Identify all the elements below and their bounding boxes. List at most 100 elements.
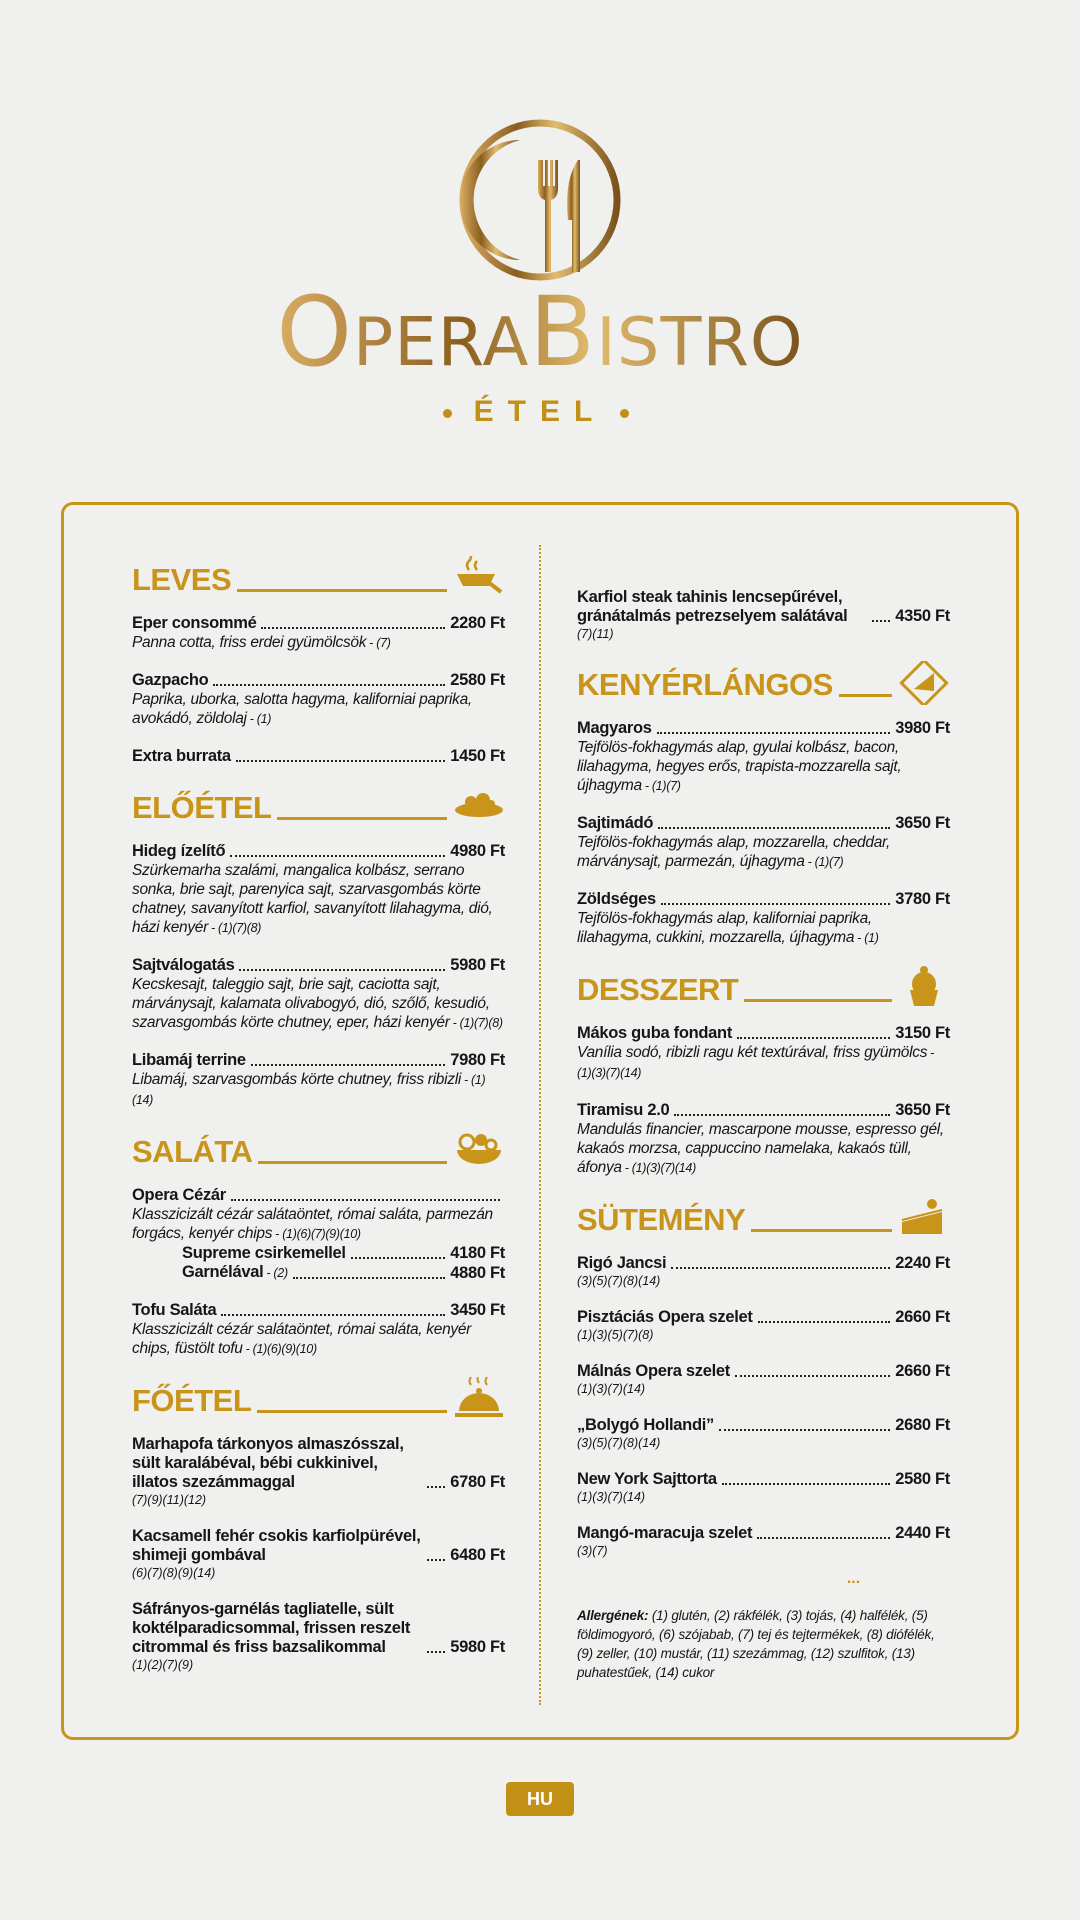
item-price: 2580 Ft xyxy=(895,1470,950,1488)
menu-item: Sáfrányos-garnélás tagliatelle, sült kok… xyxy=(132,1600,505,1674)
item-name: Tofu Saláta xyxy=(132,1301,217,1319)
heading-rule xyxy=(258,1161,447,1164)
item-allergens: - (1)(7) xyxy=(644,779,681,793)
description-text: Tejfölös-fokhagymás alap, mozzarella, ch… xyxy=(577,834,891,870)
section-title: SÜTEMÉNY xyxy=(577,1202,746,1237)
item-description: Kecskesajt, taleggio sajt, brie sajt, ca… xyxy=(132,975,505,1033)
menu-item: Sajtimádó 3650 Ft Tejfölös-fokhagymás alap… xyxy=(577,814,950,872)
heading-rule xyxy=(751,1229,892,1232)
item-allergens: - (1)(7)(8) xyxy=(452,1016,503,1030)
description-text: Klasszicizált cézár salátaöntet, római s… xyxy=(132,1206,493,1242)
dot-leader xyxy=(658,827,891,829)
section-heading: FŐÉTEL xyxy=(132,1377,505,1421)
item-description: Libamáj, szarvasgombás körte chutney, fr… xyxy=(132,1070,505,1110)
logo: OperaBistro xyxy=(276,119,803,388)
item-header: Zöldséges 3780 Ft xyxy=(577,890,950,909)
dot-leader xyxy=(872,620,891,622)
item-price: 5980 Ft xyxy=(450,956,505,974)
dot-leader xyxy=(427,1559,446,1561)
item-price: 3980 Ft xyxy=(895,719,950,737)
section-title: ELŐÉTEL xyxy=(132,790,272,825)
menu-item: Magyaros 3980 Ft Tejfölös-fokhagymás alap,… xyxy=(577,719,950,796)
item-price: 2580 Ft xyxy=(450,671,505,689)
menu-item: Pisztáciás Opera szelet 2660 Ft (1)(3)(5)(… xyxy=(577,1308,950,1344)
dot xyxy=(442,408,452,418)
item-name: New York Sajttorta xyxy=(577,1470,717,1488)
item-name: Kacsamell fehér csokis karfiolpürével, s… xyxy=(132,1527,421,1564)
language-button[interactable]: HU xyxy=(506,1782,574,1816)
menu-item: Opera Cézár Klasszicizált cézár salátaönt… xyxy=(132,1186,505,1283)
item-price: 4180 Ft xyxy=(450,1244,505,1262)
item-name: Málnás Opera szelet xyxy=(577,1362,730,1380)
description-text: Tejfölös-fokhagymás alap, gyulai kolbász… xyxy=(577,739,902,794)
menu-item: Tofu Saláta 3450 Ft Klasszicizált cézár sa… xyxy=(132,1301,505,1359)
item-allergens: (1)(2)(7)(9) xyxy=(132,1658,194,1672)
item-price: 4350 Ft xyxy=(895,607,950,625)
item-description: Panna cotta, friss erdei gyümölcsök - (7) xyxy=(132,633,505,653)
item-name: Rigó Jancsi xyxy=(577,1254,667,1272)
menu-item: Sajtválogatás 5980 Ft Kecskesajt, taleggio… xyxy=(132,956,505,1033)
description-text: Klasszicizált cézár salátaöntet, római s… xyxy=(132,1321,472,1357)
item-name: Karfiol steak tahinis lencsepűrével, grá… xyxy=(577,588,848,625)
item-price: 2440 Ft xyxy=(895,1524,950,1542)
description-text: Libamáj, szarvasgombás körte chutney, fr… xyxy=(132,1071,461,1088)
item-header: Eper consommé 2280 Ft xyxy=(132,614,505,633)
menu-item: Rigó Jancsi 2240 Ft (3)(5)(7)(8)(14) xyxy=(577,1254,950,1290)
item-header: Sajtválogatás 5980 Ft xyxy=(132,956,505,975)
dot-leader xyxy=(721,1483,891,1485)
item-name: Garnélával - (2) xyxy=(182,1263,288,1281)
item-price: 2660 Ft xyxy=(895,1308,950,1326)
item-allergens: - (2) xyxy=(266,1266,288,1280)
item-allergens: - (1)(6)(7)(9)(10) xyxy=(275,1227,361,1241)
menu-item: Tiramisu 2.0 3650 Ft Mandulás financier, m… xyxy=(577,1101,950,1178)
allergen-list: (1) glutén, (2) rákfélék, (3) tojás, (4)… xyxy=(577,1608,935,1680)
item-header: Marhapofa tárkonyos almaszósszal, sült k… xyxy=(132,1435,505,1492)
dot-leader xyxy=(427,1651,446,1653)
menu-item: Extra burrata 1450 Ft xyxy=(132,747,505,766)
item-description: Tejfölös-fokhagymás alap, gyulai kolbász… xyxy=(577,738,950,796)
item-header: Libamáj terrine 7980 Ft xyxy=(132,1051,505,1070)
dot-leader xyxy=(230,1199,500,1201)
item-header: Tofu Saláta 3450 Ft xyxy=(132,1301,505,1320)
description-text: Tejfölös-fokhagymás alap, kaliforniai pa… xyxy=(577,910,872,946)
section-title: LEVES xyxy=(132,562,232,597)
item-allergens: (3)(7) xyxy=(577,1544,608,1558)
item-price: 2680 Ft xyxy=(895,1416,950,1434)
item-description: Tejfölös-fokhagymás alap, mozzarella, ch… xyxy=(577,833,950,872)
dot-leader xyxy=(718,1429,891,1431)
item-name: Tiramisu 2.0 xyxy=(577,1101,670,1119)
logo-text: OperaBistro xyxy=(276,276,803,388)
item-allergens: - (1)(7)(8) xyxy=(210,921,262,935)
item-description: Vanília sodó, ribizli ragu két textúráva… xyxy=(577,1043,950,1083)
item-price: 1450 Ft xyxy=(450,747,505,765)
dot-leader xyxy=(674,1114,891,1116)
section-heading: ELŐÉTEL xyxy=(132,784,505,828)
section-title: SALÁTA xyxy=(132,1134,253,1169)
item-price: 4980 Ft xyxy=(450,842,505,860)
item-allergens: - (1) xyxy=(857,931,879,945)
subtitle-text: ÉTEL xyxy=(473,395,607,428)
menu-item: Eper consommé 2280 Ft Panna cotta, friss e… xyxy=(132,614,505,653)
description-text: Vanília sodó, ribizli ragu két textúráva… xyxy=(577,1044,928,1061)
item-price: 6780 Ft xyxy=(450,1473,505,1491)
dot-leader xyxy=(221,1314,446,1316)
item-header: Rigó Jancsi 2240 Ft xyxy=(577,1254,950,1273)
item-allergens: - (1)(7) xyxy=(807,855,844,869)
item-name: „Bolygó Hollandi” xyxy=(577,1416,714,1434)
item-price: 3650 Ft xyxy=(895,814,950,832)
item-price: 3150 Ft xyxy=(895,1024,950,1042)
item-name: Extra burrata xyxy=(132,747,231,765)
menu-item: „Bolygó Hollandi” 2680 Ft (3)(5)(7)(8)(14) xyxy=(577,1416,950,1452)
item-allergens: (3)(5)(7)(8)(14) xyxy=(577,1274,661,1288)
item-header: Mangó-maracuja szelet 2440 Ft xyxy=(577,1524,950,1543)
dot-leader xyxy=(230,855,446,857)
dot-leader xyxy=(757,1321,891,1323)
dot-leader xyxy=(239,969,446,971)
allergen-note: Allergének: (1) glutén, (2) rákfélék, (3… xyxy=(577,1606,950,1682)
item-header: Extra burrata 1450 Ft xyxy=(132,747,505,766)
dot-leader xyxy=(261,627,446,629)
section-icon xyxy=(901,1199,943,1234)
item-price: 3650 Ft xyxy=(895,1101,950,1119)
dot-leader xyxy=(757,1537,891,1539)
item-allergens: (7)(9)(11)(12) xyxy=(132,1493,207,1507)
